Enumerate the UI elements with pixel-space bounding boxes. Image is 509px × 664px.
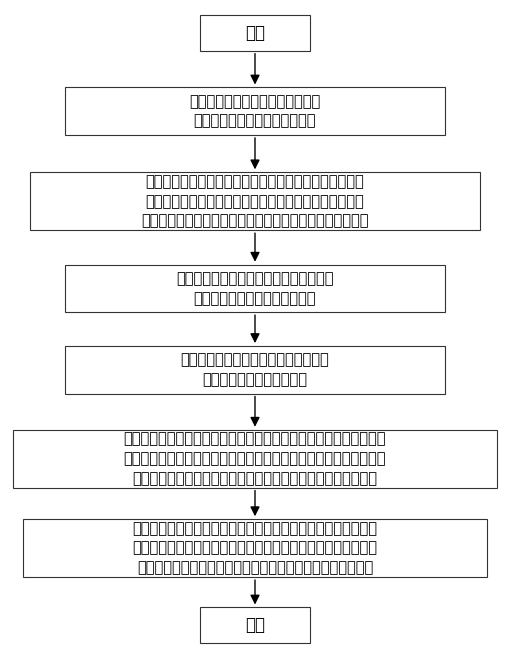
Bar — [65, 264, 444, 312]
Text: 用户通过测试脚本输入模块１提交
测试脚本、测试数据和配置信息: 用户通过测试脚本输入模块１提交 测试脚本、测试数据和配置信息 — [189, 94, 320, 129]
Bar — [200, 608, 309, 643]
Text: 测试脚本输入模块１将测试脚本和配置信息发送给测试脚
本自适应配置模块２，将配置信息发送给测试脚本依赖关
系分析模块３，将测试数据发送给测试脚本参数生成模块４: 测试脚本输入模块１将测试脚本和配置信息发送给测试脚 本自适应配置模块２，将配置信… — [141, 174, 368, 228]
Text: 测试脚本参数生成模块４根据用户提交
的测试数据生成测试数据集: 测试脚本参数生成模块４根据用户提交 的测试数据生成测试数据集 — [180, 353, 329, 387]
Bar — [65, 346, 444, 394]
Text: 测试脚本自适应配置模块２根据用户提交的配置信息和云测试环
境模块６的测试环境分配情况，对用户提交的每个测试脚本进行
配置，并将配置后的测试脚本发送给所述测试脚本: 测试脚本自适应配置模块２根据用户提交的配置信息和云测试环 境模块６的测试环境分配… — [132, 521, 377, 576]
Bar — [13, 430, 496, 487]
Bar — [22, 519, 487, 577]
Text: 测试脚本分发模块５根据测试脚本依赖关系分析模块３生成的依赖关
系信息，将测试脚本自适应配置模块２发来的测试脚本及脚本参数生
成模块４生成的测试数据集分配到所述云: 测试脚本分发模块５根据测试脚本依赖关系分析模块３生成的依赖关 系信息，将测试脚本… — [124, 432, 385, 486]
Text: 测试脚本依赖关系分析模块３根据用户提
交的配置信息生成依赖关系信息: 测试脚本依赖关系分析模块３根据用户提 交的配置信息生成依赖关系信息 — [176, 271, 333, 306]
Bar — [200, 15, 309, 51]
Text: 开始: 开始 — [244, 24, 265, 42]
Bar — [65, 88, 444, 135]
Bar — [30, 172, 479, 230]
Text: 结束: 结束 — [244, 616, 265, 634]
